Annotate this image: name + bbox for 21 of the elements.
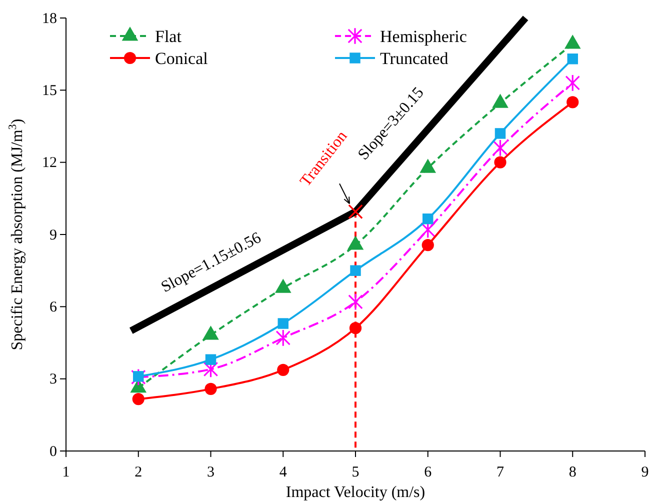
y-tick-label: 15 [42, 82, 57, 99]
x-tick-label: 4 [279, 464, 288, 480]
x-axis-title: Impact Velocity (m/s) [286, 484, 426, 501]
legend-label: Truncated [380, 49, 449, 68]
x-tick-label: 1 [62, 464, 70, 480]
x-tick-label: 8 [568, 464, 576, 480]
x-tick-label: 2 [134, 464, 142, 480]
x-tick-label: 5 [352, 464, 360, 480]
legend-label: Hemispheric [380, 27, 468, 46]
y-tick-label: 9 [50, 227, 57, 244]
x-tick-label: 6 [424, 464, 432, 480]
y-tick-label: 12 [42, 155, 57, 172]
y-tick-label: 18 [42, 10, 57, 27]
y-tick-label: 0 [50, 444, 57, 460]
x-tick-label: 9 [641, 464, 649, 480]
x-tick-label: 3 [207, 464, 214, 480]
y-tick-label: 3 [50, 372, 57, 388]
x-tick-label: 7 [496, 464, 504, 480]
legend-label: Flat [155, 27, 182, 46]
y-tick-label: 6 [50, 299, 58, 316]
legend-label: Conical [155, 49, 208, 68]
